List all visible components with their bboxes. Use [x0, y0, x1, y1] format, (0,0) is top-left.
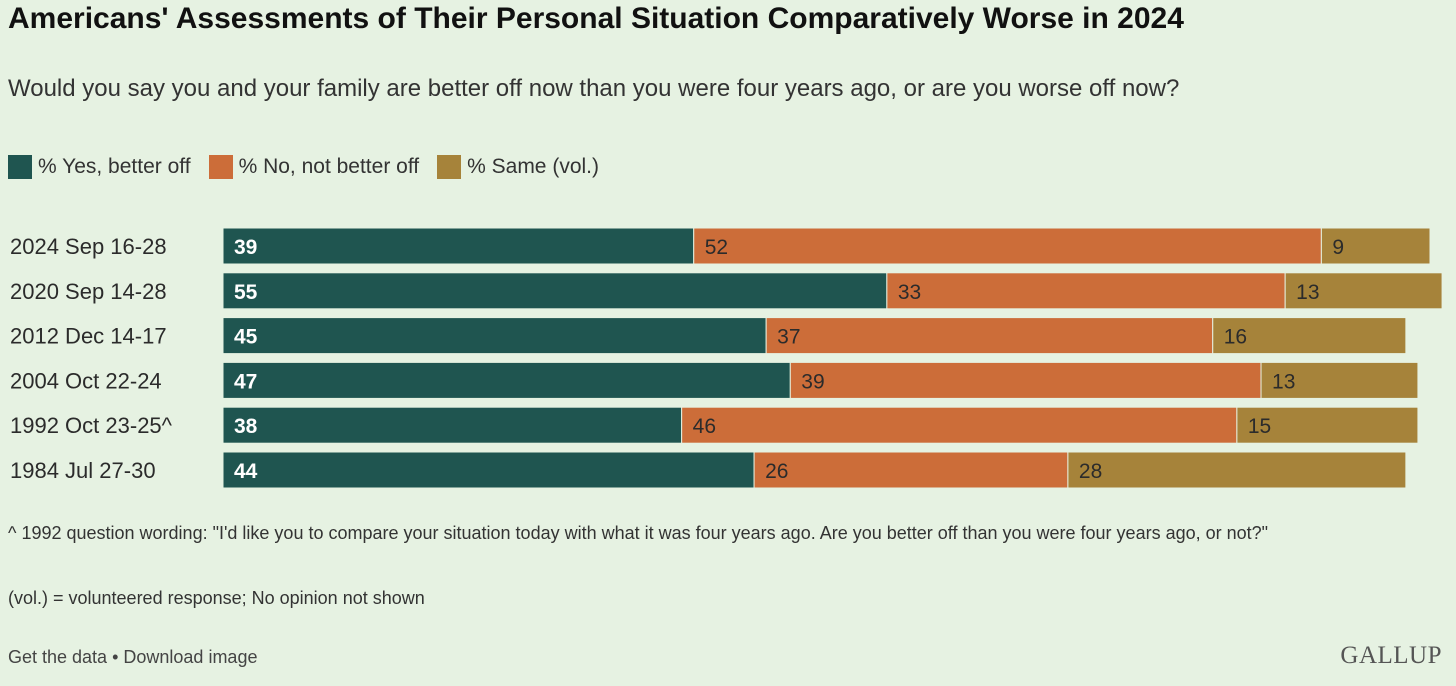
bar-not-better-1984-jul-27-30 [753, 451, 1069, 489]
data-label-not-better-1992-oct-23-25: 46 [693, 415, 716, 438]
bar-same-2004-oct-22-24 [1260, 361, 1419, 399]
legend-item-not-better: % No, not better off [208, 155, 420, 179]
data-label-better-2012-dec-14-17: 45 [234, 326, 258, 349]
legend-item-better: % Yes, better off [8, 155, 191, 179]
data-label-not-better-2012-dec-14-17: 37 [777, 326, 800, 349]
legend-label-better: % Yes, better off [38, 155, 191, 178]
download-image-link[interactable]: Download image [123, 647, 258, 667]
bar-better-2024-sep-16-28 [222, 227, 695, 265]
bar-not-better-1992-oct-23-25 [681, 406, 1238, 444]
data-label-same-2004-oct-22-24: 13 [1272, 370, 1295, 393]
data-label-not-better-2020-sep-14-28: 33 [898, 281, 921, 304]
bar-same-1992-oct-23-25 [1236, 406, 1419, 444]
data-label-better-2024-sep-16-28: 39 [234, 236, 257, 259]
question-wording-note: ^ 1992 question wording: "I'd like you t… [8, 523, 1269, 543]
category-label-2012-dec-14-17: 2012 Dec 14-17 [10, 324, 167, 349]
bar-better-2020-sep-14-28 [222, 272, 888, 310]
data-label-same-1992-oct-23-25: 15 [1248, 415, 1271, 438]
bar-better-1992-oct-23-25 [222, 406, 683, 444]
data-label-not-better-2024-sep-16-28: 52 [705, 236, 728, 259]
volunteered-note: (vol.) = volunteered response; No opinio… [8, 588, 425, 608]
bar-better-2012-dec-14-17 [222, 317, 767, 355]
data-label-better-2004-oct-22-24: 47 [234, 370, 257, 393]
bar-not-better-2020-sep-14-28 [886, 272, 1286, 310]
bar-not-better-2024-sep-16-28 [693, 227, 1322, 265]
data-label-same-1984-jul-27-30: 28 [1079, 460, 1102, 483]
legend-label-same: % Same (vol.) [467, 155, 599, 178]
category-label-2024-sep-16-28: 2024 Sep 16-28 [10, 234, 167, 259]
bar-not-better-2004-oct-22-24 [789, 361, 1262, 399]
bar-same-2020-sep-14-28 [1284, 272, 1443, 310]
chart-title: Americans' Assessments of Their Personal… [8, 2, 1184, 35]
data-label-same-2024-sep-16-28: 9 [1332, 236, 1344, 259]
bar-same-1984-jul-27-30 [1067, 451, 1407, 489]
data-label-better-1992-oct-23-25: 38 [234, 415, 258, 438]
bar-same-2012-dec-14-17 [1212, 317, 1407, 355]
stacked-bar-chart: 2024 Sep 16-28 39 52 9 2020 Sep 14-28 55 33 13 2… [10, 227, 1443, 489]
data-label-better-2020-sep-14-28: 55 [234, 281, 258, 304]
footer: Get the data • Download image [8, 647, 257, 668]
data-label-same-2020-sep-14-28: 13 [1296, 281, 1319, 304]
data-label-better-1984-jul-27-30: 44 [234, 460, 258, 483]
category-label-2004-oct-22-24: 2004 Oct 22-24 [10, 368, 162, 393]
gallup-logo: GALLUP [1340, 642, 1442, 669]
bar-same-2024-sep-16-28 [1320, 227, 1431, 265]
legend-swatch-not-better [208, 155, 233, 179]
legend: % Yes, better off % No, not better off %… [8, 155, 617, 179]
legend-label-not-better: % No, not better off [238, 155, 420, 178]
legend-item-same: % Same (vol.) [437, 155, 599, 179]
bar-better-2004-oct-22-24 [222, 361, 791, 399]
legend-swatch-same [437, 155, 462, 179]
category-label-1992-oct-23-25: 1992 Oct 23-25^ [10, 413, 173, 438]
chart-subtitle: Would you say you and your family are be… [8, 75, 1180, 102]
bar-better-1984-jul-27-30 [222, 451, 755, 489]
data-label-not-better-2004-oct-22-24: 39 [801, 370, 824, 393]
bar-not-better-2012-dec-14-17 [765, 317, 1214, 355]
category-label-1984-jul-27-30: 1984 Jul 27-30 [10, 458, 156, 483]
data-label-same-2012-dec-14-17: 16 [1224, 326, 1247, 349]
category-label-2020-sep-14-28: 2020 Sep 14-28 [10, 279, 167, 304]
footer-separator: • [107, 647, 124, 667]
get-data-link[interactable]: Get the data [8, 647, 108, 667]
data-label-not-better-1984-jul-27-30: 26 [765, 460, 788, 483]
legend-swatch-better [8, 155, 32, 179]
